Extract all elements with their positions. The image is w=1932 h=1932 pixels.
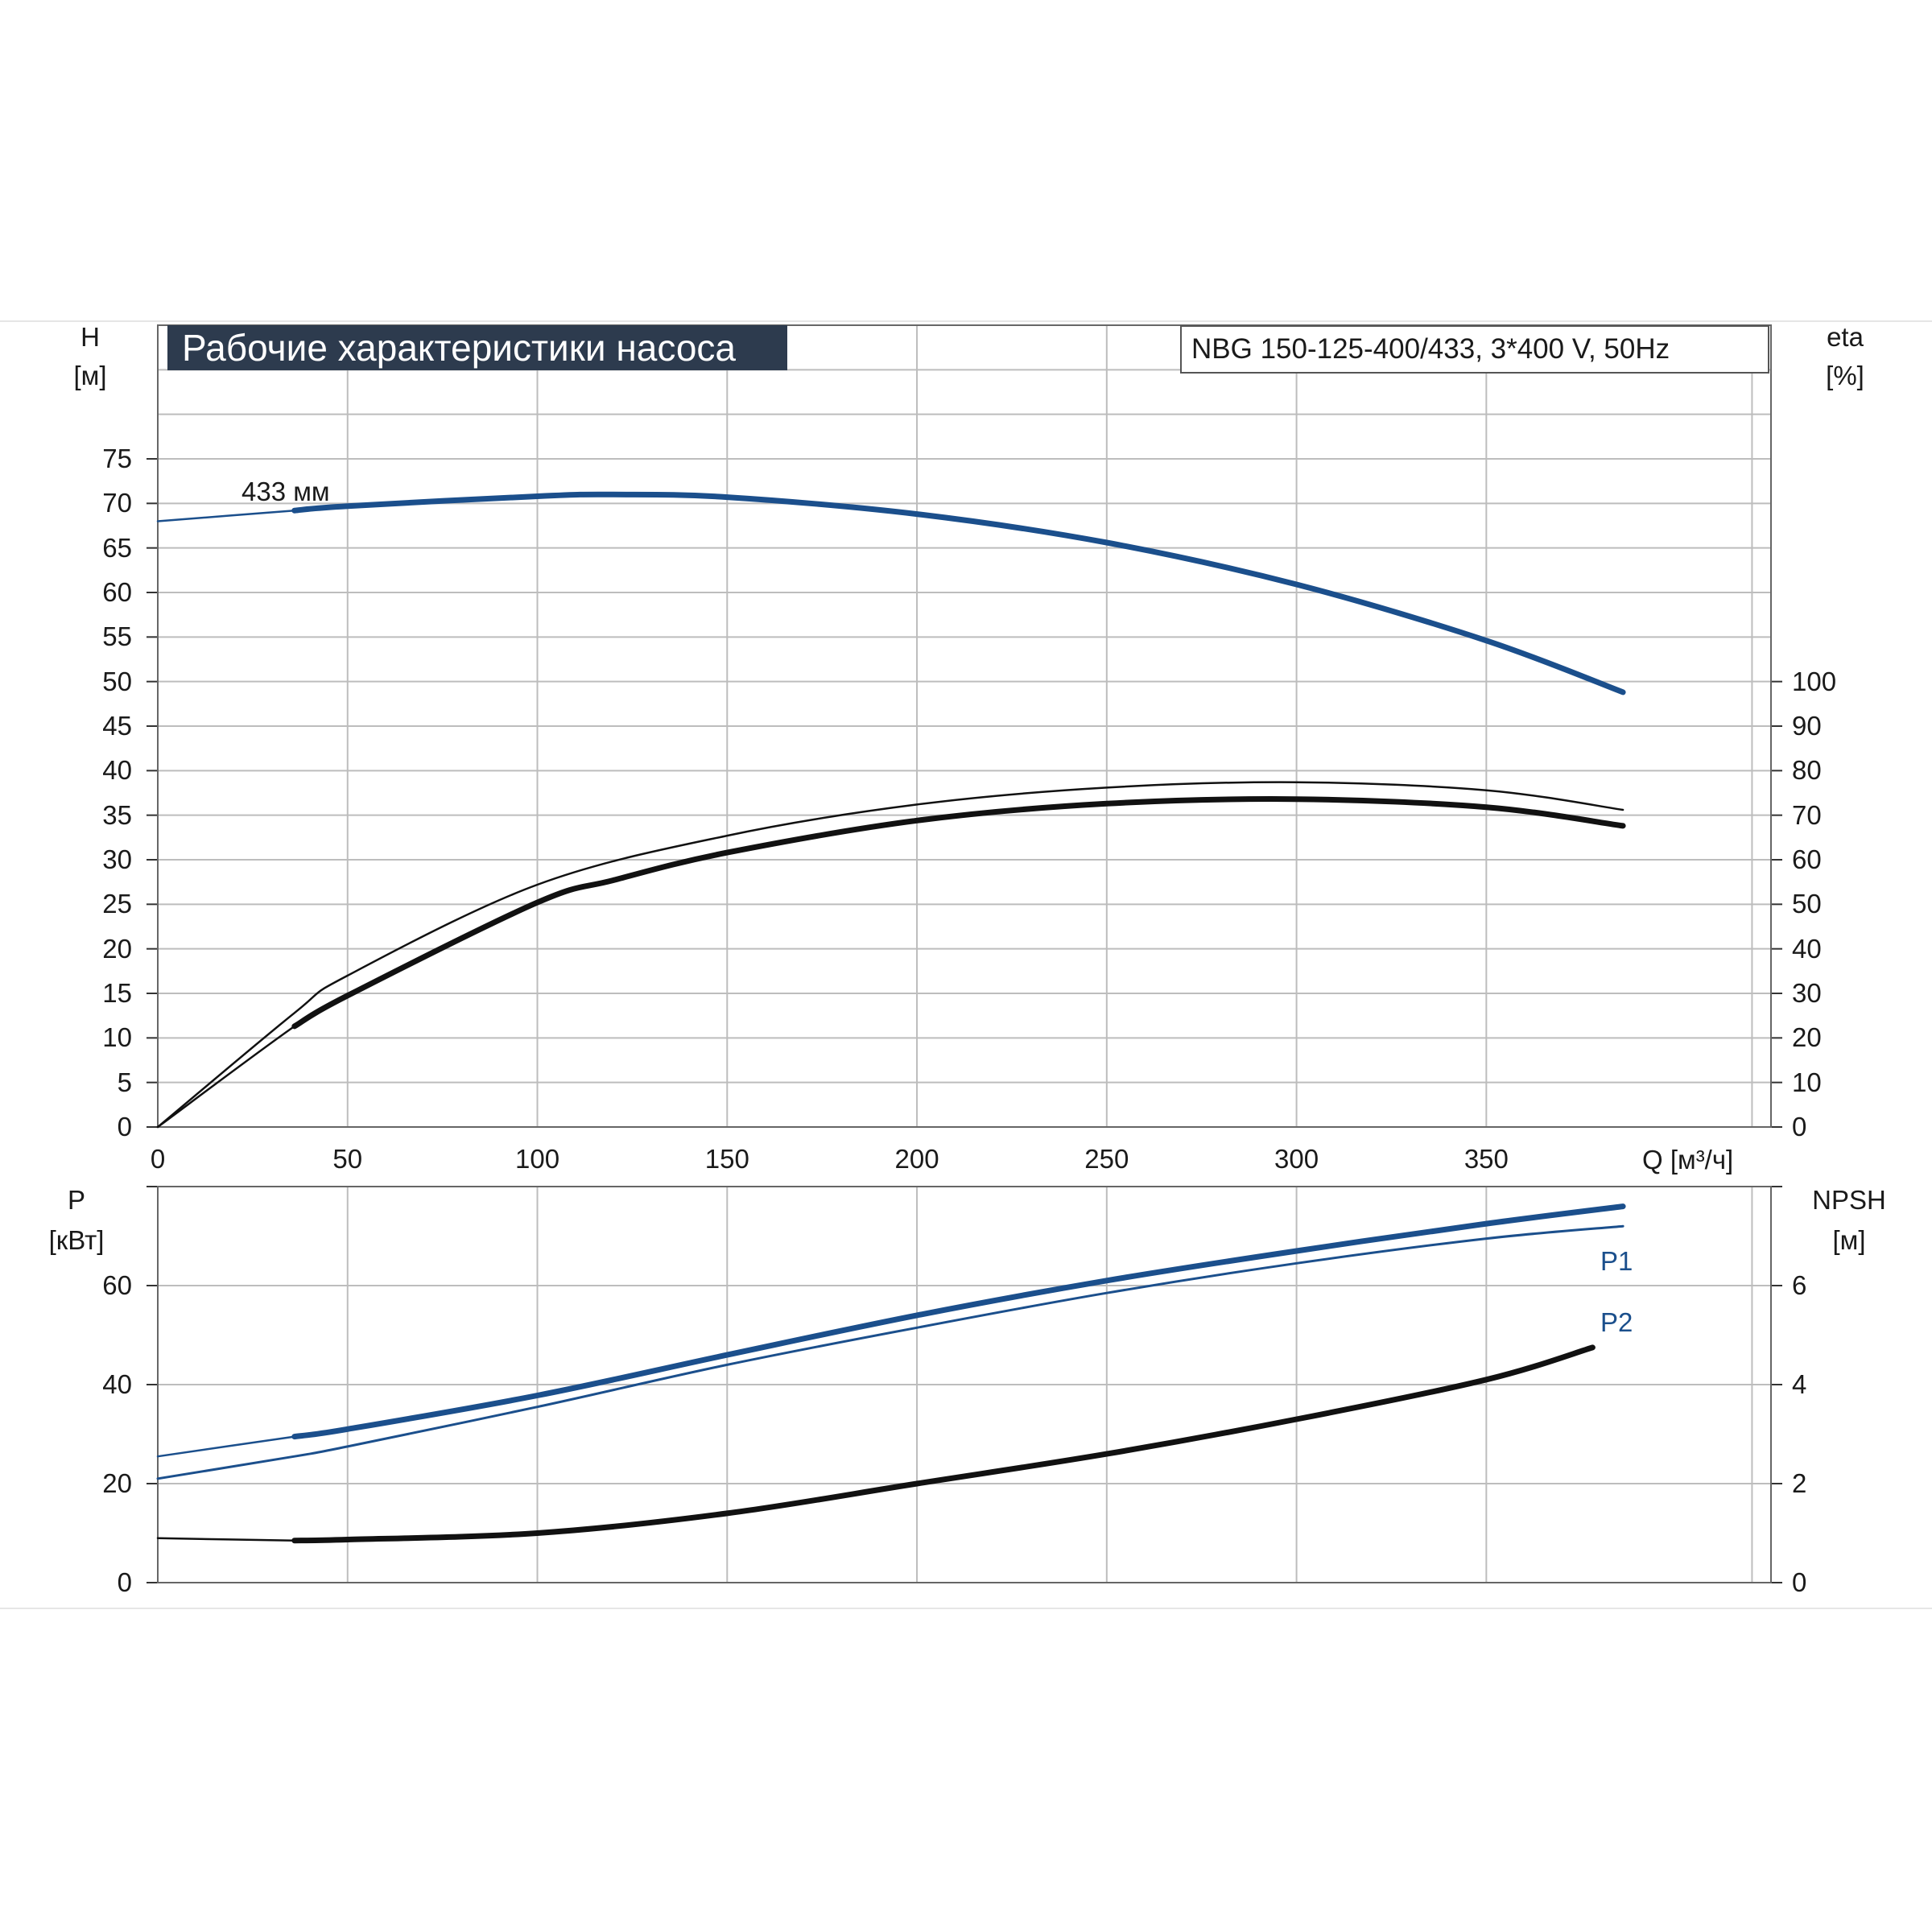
x-tick-label: 300 — [1274, 1144, 1319, 1174]
npsh-curve-operating — [291, 1344, 1596, 1544]
npsh-tick-label: 2 — [1792, 1468, 1807, 1498]
h-tick-label: 35 — [102, 799, 132, 830]
eta-tick-label: 50 — [1792, 889, 1822, 919]
h-tick-label: 20 — [102, 933, 132, 964]
p1-series-label: P1 — [1600, 1246, 1633, 1276]
eta-tick-label: 100 — [1792, 666, 1837, 696]
bottom-divider — [0, 1608, 1932, 1609]
p-tick-label: 0 — [117, 1567, 132, 1597]
eta-tick-label: 70 — [1792, 799, 1822, 830]
eta-tick-label: 60 — [1792, 844, 1822, 874]
impeller-diameter-annotation: 433 мм — [242, 477, 330, 506]
p-axis-symbol: P — [67, 1185, 86, 1215]
p-axis-unit: [кВт] — [48, 1225, 105, 1255]
npsh-tick-label: 6 — [1792, 1270, 1807, 1300]
eta-tick-label: 80 — [1792, 755, 1822, 786]
q-axis-label: Q [м³/ч] — [1642, 1145, 1734, 1174]
p1-curve-operating — [291, 1203, 1626, 1440]
h-curve-full — [156, 493, 1624, 694]
x-tick-label: 350 — [1463, 1144, 1509, 1174]
eta-tick-label: 40 — [1792, 933, 1822, 964]
p-tick-label: 60 — [102, 1270, 132, 1300]
pump-model-label: NBG 150-125-400/433, 3*400 V, 50Hz — [1180, 325, 1769, 374]
x-tick-label: 50 — [332, 1144, 363, 1174]
npsh-axis-unit: [м] — [1832, 1225, 1866, 1255]
p1-curve-full — [156, 1205, 1624, 1458]
h-curve-operating — [291, 491, 1626, 696]
h-tick-label: 30 — [102, 844, 132, 874]
lower-plot-frame — [157, 1186, 1772, 1583]
h-tick-label: 55 — [102, 621, 132, 652]
npsh-axis-symbol: NPSH — [1812, 1185, 1886, 1215]
h-tick-label: 50 — [102, 666, 132, 696]
p2-series-label: P2 — [1600, 1307, 1633, 1337]
eta-axis-unit: [%] — [1826, 361, 1864, 390]
h-tick-label: 75 — [102, 444, 132, 473]
h-tick-label: 5 — [117, 1067, 132, 1097]
h-tick-label: 25 — [102, 889, 132, 919]
eta-tick-label: 20 — [1792, 1022, 1822, 1053]
h-axis-symbol: H — [80, 322, 100, 352]
x-tick-label: 200 — [894, 1144, 939, 1174]
h-tick-label: 45 — [102, 711, 132, 741]
h-tick-label: 0 — [117, 1112, 132, 1141]
chart-title: Рабочие характеристики насоса — [167, 325, 787, 370]
h-tick-label: 40 — [102, 755, 132, 786]
h-tick-label: 70 — [102, 488, 132, 518]
upper-plot-frame — [157, 324, 1772, 1128]
p-tick-label: 40 — [102, 1369, 132, 1399]
p-tick-label: 20 — [102, 1468, 132, 1498]
eta-curve-operating — [291, 796, 1626, 1030]
eta-tick-label: 90 — [1792, 711, 1822, 741]
x-tick-label: 100 — [514, 1144, 560, 1174]
eta-tick-label: 10 — [1792, 1067, 1822, 1097]
eta-tick-label: 0 — [1792, 1112, 1807, 1141]
x-tick-label: 0 — [150, 1144, 166, 1174]
eta-axis-symbol: eta — [1827, 322, 1864, 352]
npsh-tick-label: 0 — [1792, 1567, 1807, 1597]
x-tick-label: 150 — [704, 1144, 749, 1174]
x-tick-label: 250 — [1084, 1144, 1129, 1174]
eta-curve-full — [156, 798, 1624, 1129]
npsh-tick-label: 4 — [1792, 1369, 1807, 1399]
p2-curve-full — [156, 1224, 1624, 1480]
eta-thin-curve-full — [156, 781, 1624, 1129]
npsh-curve-full — [156, 1346, 1594, 1542]
eta-tick-label: 30 — [1792, 978, 1822, 1008]
h-tick-label: 65 — [102, 532, 132, 563]
h-tick-label: 15 — [102, 978, 132, 1008]
h-tick-label: 60 — [102, 577, 132, 607]
top-divider — [0, 320, 1932, 322]
h-tick-label: 10 — [102, 1022, 132, 1053]
h-axis-unit: [м] — [73, 361, 107, 390]
